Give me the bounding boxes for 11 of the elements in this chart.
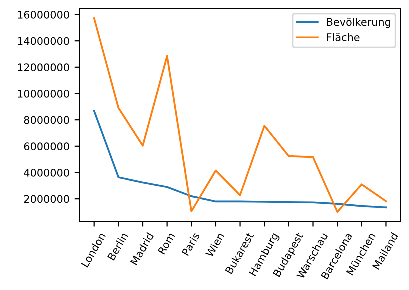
legend-label: Fläche xyxy=(327,33,360,42)
y-tick-label: 2000000 xyxy=(24,195,70,204)
y-tick-label: 10000000 xyxy=(18,90,70,98)
legend-label: Bevölkerung xyxy=(327,18,390,28)
y-tick-label: 14000000 xyxy=(18,37,70,46)
y-tick-label: 12000000 xyxy=(18,64,70,72)
y-tick-label: 6000000 xyxy=(24,142,70,151)
line-series xyxy=(93,110,388,209)
y-tick-label: 16000000 xyxy=(18,10,70,19)
y-tick-label: 8000000 xyxy=(24,116,70,124)
y-tick-label: 4000000 xyxy=(24,168,70,177)
